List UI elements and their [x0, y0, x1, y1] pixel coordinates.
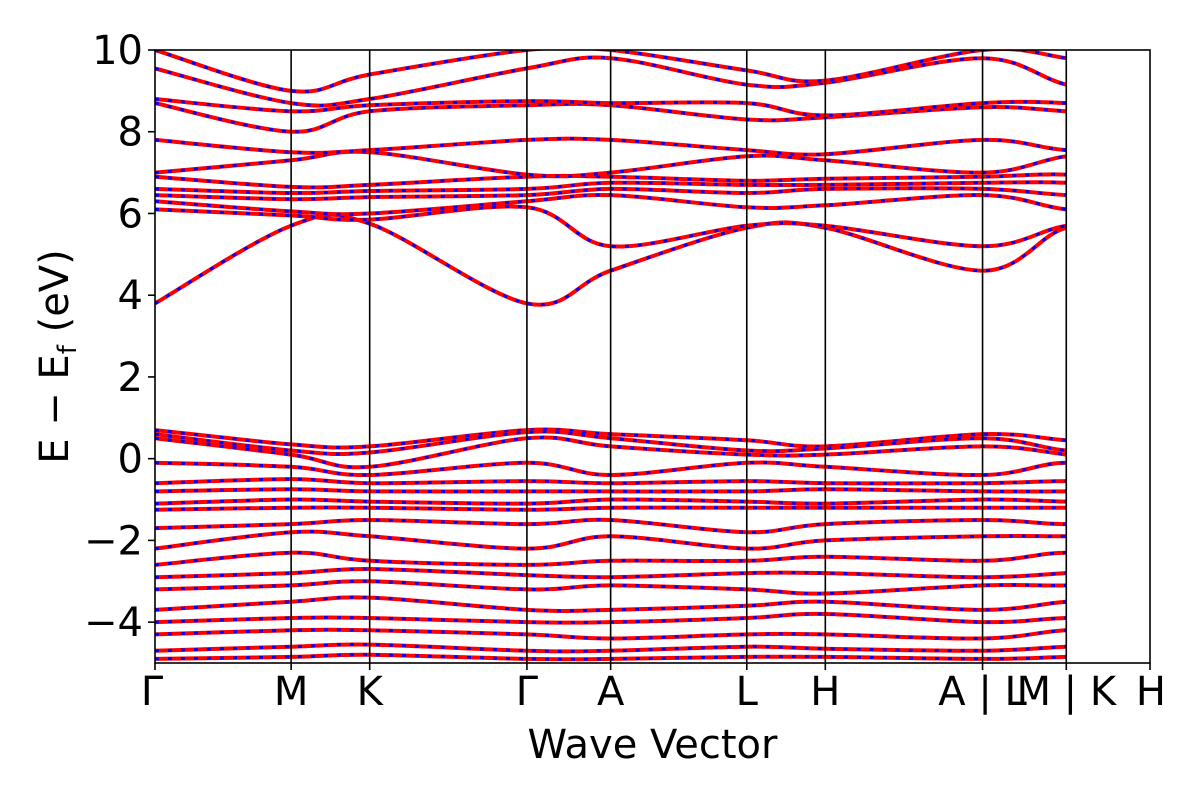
plot-frame [154, 49, 1151, 664]
y-tick-label: 2 [118, 355, 143, 401]
x-tick-label: M | K [1016, 669, 1117, 715]
y-tick-label: 6 [118, 191, 143, 237]
y-axis-title-unit: (eV) [32, 249, 78, 345]
x-tick-label: K [357, 669, 385, 715]
x-tick-label: H [1136, 669, 1166, 715]
x-tick-label: A [597, 669, 625, 715]
y-tick-label: 4 [118, 273, 143, 319]
conduction-band-11-spin-up [155, 50, 1067, 94]
conduction-band-1-spin-down [155, 205, 1067, 248]
high-symmetry-lines [290, 50, 1068, 663]
x-tick-label: L [736, 669, 759, 715]
y-axis-title-main: E − E [32, 354, 78, 464]
y-axis-title: E − Ef (eV) [32, 249, 83, 464]
x-tick-label: M [274, 669, 309, 715]
x-tick-label: Γ [516, 669, 539, 715]
x-tick-label: H [810, 669, 840, 715]
conduction-band-8-spin-down [155, 101, 1067, 134]
y-axis-title-subscript: f [53, 344, 83, 354]
y-tick-label: 10 [92, 28, 143, 74]
x-axis-title: Wave Vector [528, 722, 779, 768]
x-tick-label: Γ [141, 669, 164, 715]
x-axis-ticks: Γ M K Γ A L H A | LM | K H [141, 663, 1166, 715]
x-tick-label: A | L [938, 669, 1027, 715]
y-axis-ticks: 10 8 6 4 2 0 −2 −4 [84, 28, 155, 646]
y-tick-label: −4 [84, 600, 143, 646]
y-tick-label: −2 [84, 518, 143, 564]
valence-band-2-spin-down [155, 435, 1067, 469]
y-tick-label: 8 [118, 110, 143, 156]
y-tick-label: 0 [118, 437, 143, 483]
